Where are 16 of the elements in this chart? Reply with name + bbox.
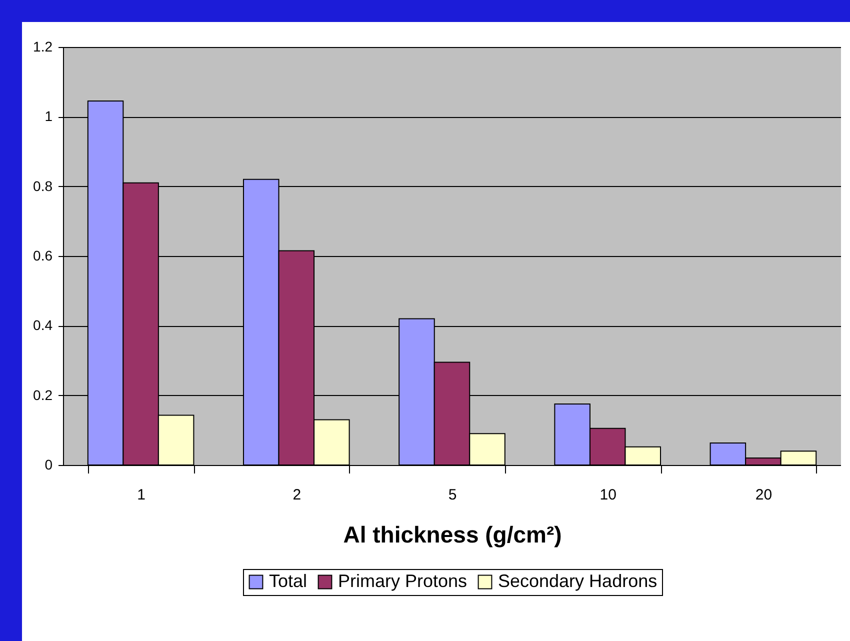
x-tick-label: 5	[448, 486, 457, 504]
x-tick-label: 1	[137, 486, 146, 504]
legend-label: Primary Protons	[338, 571, 468, 591]
legend-label: Secondary Hadrons	[498, 571, 658, 591]
y-tick-label: 0.6	[33, 248, 53, 264]
x-tick-label: 10	[600, 486, 616, 504]
y-tick-label: 0.8	[33, 178, 53, 194]
y-tick-label: 0.4	[33, 317, 53, 334]
y-tick-label: 0	[44, 456, 53, 472]
x-tick-label: 20	[755, 486, 772, 504]
x-tick-label: 2	[292, 486, 302, 504]
y-tick-label: 1	[44, 108, 53, 124]
y-tick-label: 1.2	[33, 38, 53, 54]
y-tick-label: 0.2	[33, 386, 53, 403]
legend-label: Total	[269, 571, 308, 591]
x-axis-title: Al thickness (g/cm²)	[343, 522, 562, 548]
